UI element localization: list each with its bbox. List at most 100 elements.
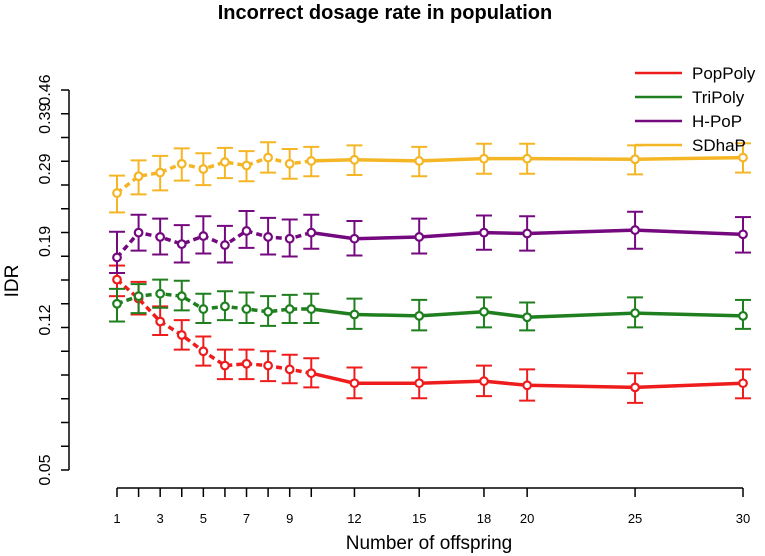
data-point <box>738 310 748 321</box>
y-tick-label: 0.39 <box>37 103 54 134</box>
data-point <box>522 312 533 323</box>
data-point <box>479 153 489 164</box>
x-tick-label: 18 <box>477 511 491 526</box>
data-point <box>263 360 274 371</box>
legend-label: SDhaP <box>692 136 746 155</box>
data-point <box>479 376 489 387</box>
data-point <box>738 152 748 163</box>
data-point <box>241 358 252 369</box>
data-point <box>241 160 252 171</box>
data-point <box>198 231 209 241</box>
y-tick-label: 0.12 <box>37 304 54 335</box>
x-tick-label: 25 <box>628 511 642 526</box>
data-point <box>263 152 274 163</box>
data-point <box>176 330 187 340</box>
x-tick-label: 30 <box>736 511 750 526</box>
data-point <box>630 154 640 165</box>
data-point <box>133 291 144 302</box>
data-point <box>738 378 748 389</box>
data-point <box>176 291 187 302</box>
data-point <box>198 304 209 314</box>
legend: PopPoly TriPoly H-PoP SDhaP <box>635 64 756 155</box>
y-axis-label: IDR <box>2 265 23 298</box>
chart-title: Incorrect dosage rate in population <box>218 2 553 24</box>
data-point <box>349 154 360 165</box>
data-point <box>155 167 166 178</box>
x-axis-label: Number of offspring <box>346 533 513 554</box>
x-tick-label: 5 <box>200 511 207 526</box>
data-point <box>522 153 533 164</box>
series-line-dashed <box>115 278 312 375</box>
data-point <box>220 360 230 371</box>
data-point <box>112 188 122 198</box>
data-point <box>155 316 166 327</box>
legend-label: PopPoly <box>692 64 756 83</box>
data-point <box>349 233 360 244</box>
data-point <box>241 304 252 314</box>
data-point <box>284 158 295 169</box>
data-point <box>522 380 533 391</box>
data-point <box>284 233 295 244</box>
data-point <box>414 378 425 389</box>
data-point <box>241 226 252 236</box>
data-point <box>112 298 122 309</box>
x-tick-label: 1 <box>113 511 120 526</box>
data-point <box>284 364 295 375</box>
data-point <box>112 252 122 263</box>
data-point <box>220 157 230 167</box>
series-h-pop <box>109 209 751 274</box>
data-point <box>630 382 640 393</box>
data-point <box>414 232 425 242</box>
x-axis: 1 3 5 7 9 12 15 18 20 25 30 <box>113 487 750 526</box>
data-point <box>220 301 230 312</box>
y-tick-label: 0.19 <box>37 226 54 257</box>
y-tick-label: 0.29 <box>37 153 54 184</box>
data-point <box>479 306 489 317</box>
y-tick-label: 0.46 <box>37 74 54 105</box>
data-point <box>630 225 640 235</box>
data-point <box>198 346 209 357</box>
series-tripoly <box>109 278 751 332</box>
data-point <box>349 309 360 320</box>
series-line-dashed <box>115 155 312 195</box>
data-point <box>112 274 122 285</box>
legend-label: TriPoly <box>692 88 745 107</box>
y-tick-label: 0.05 <box>37 454 54 485</box>
data-point <box>176 158 187 169</box>
x-tick-label: 9 <box>286 511 293 526</box>
data-point <box>284 304 295 314</box>
data-point <box>263 306 274 317</box>
x-tick-label: 15 <box>412 511 426 526</box>
data-point <box>176 239 187 250</box>
x-tick-label: 12 <box>347 511 361 526</box>
data-point <box>630 308 640 319</box>
series-poppoly <box>109 264 751 404</box>
data-point <box>349 378 360 389</box>
series-line-dashed <box>115 229 312 259</box>
data-point <box>155 232 166 242</box>
data-point <box>414 310 425 321</box>
data-point <box>306 156 317 166</box>
data-point <box>479 227 489 238</box>
data-point <box>133 227 144 238</box>
data-point <box>306 304 317 314</box>
data-point <box>738 229 748 240</box>
data-point <box>133 171 144 182</box>
x-tick-label: 20 <box>520 511 534 526</box>
data-point <box>155 288 166 299</box>
data-point <box>263 232 274 242</box>
data-point <box>198 164 209 174</box>
series-sdhap <box>109 141 751 214</box>
series-layer <box>109 141 751 404</box>
x-tick-label: 3 <box>157 511 164 526</box>
data-point <box>522 228 533 239</box>
data-point <box>414 156 425 166</box>
data-point <box>220 240 230 250</box>
data-point <box>306 227 317 238</box>
data-point <box>306 368 317 379</box>
series-line-dashed <box>116 291 312 314</box>
x-tick-label: 7 <box>243 511 250 526</box>
y-axis: 0.05 0.12 0.19 0.29 0.390.46 <box>37 74 70 486</box>
legend-label: H-PoP <box>692 112 742 131</box>
